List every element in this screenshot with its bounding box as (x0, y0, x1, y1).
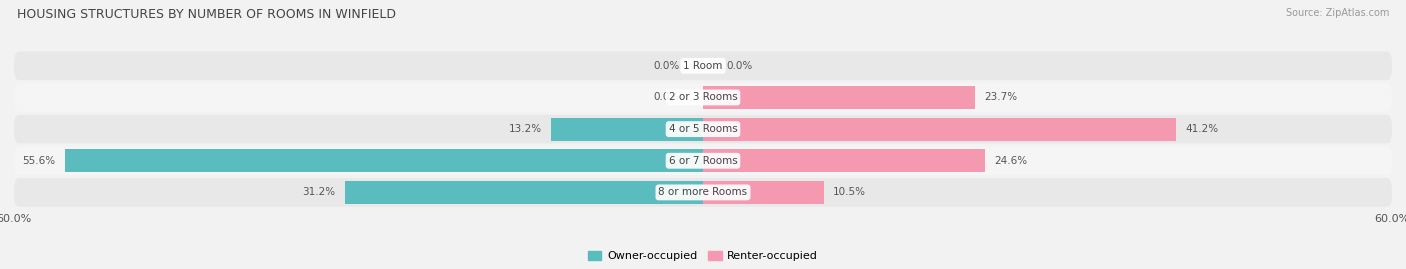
Bar (703, 86, 976, 109)
Text: 55.6%: 55.6% (22, 156, 55, 166)
Bar (703, 118, 1175, 140)
Bar (703, 181, 824, 204)
FancyBboxPatch shape (14, 52, 1392, 80)
FancyBboxPatch shape (14, 83, 1392, 112)
Text: Source: ZipAtlas.com: Source: ZipAtlas.com (1285, 8, 1389, 18)
Text: 8 or more Rooms: 8 or more Rooms (658, 187, 748, 197)
Bar (703, 149, 986, 172)
Bar (65, 149, 703, 172)
Text: 41.2%: 41.2% (1185, 124, 1219, 134)
Bar (551, 118, 703, 140)
Text: 0.0%: 0.0% (654, 61, 681, 71)
Text: 13.2%: 13.2% (509, 124, 543, 134)
Text: 10.5%: 10.5% (832, 187, 866, 197)
FancyBboxPatch shape (14, 147, 1392, 175)
Legend: Owner-occupied, Renter-occupied: Owner-occupied, Renter-occupied (583, 246, 823, 266)
FancyBboxPatch shape (14, 178, 1392, 207)
Text: HOUSING STRUCTURES BY NUMBER OF ROOMS IN WINFIELD: HOUSING STRUCTURES BY NUMBER OF ROOMS IN… (17, 8, 396, 21)
Text: 4 or 5 Rooms: 4 or 5 Rooms (669, 124, 737, 134)
Text: 1 Room: 1 Room (683, 61, 723, 71)
Bar (344, 181, 703, 204)
FancyBboxPatch shape (14, 115, 1392, 143)
Text: 0.0%: 0.0% (654, 93, 681, 102)
Text: 31.2%: 31.2% (302, 187, 336, 197)
Text: 0.0%: 0.0% (725, 61, 752, 71)
Text: 2 or 3 Rooms: 2 or 3 Rooms (669, 93, 737, 102)
Text: 23.7%: 23.7% (984, 93, 1018, 102)
Text: 6 or 7 Rooms: 6 or 7 Rooms (669, 156, 737, 166)
Text: 24.6%: 24.6% (994, 156, 1028, 166)
